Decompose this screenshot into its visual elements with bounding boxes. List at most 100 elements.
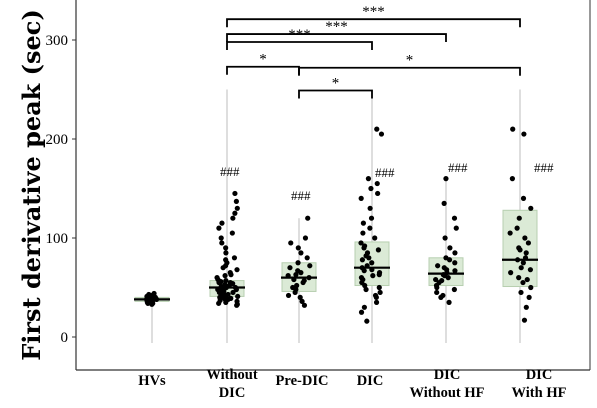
data-point xyxy=(509,176,515,182)
data-point xyxy=(227,279,233,286)
comparison-bracket xyxy=(226,18,521,28)
data-point xyxy=(305,215,311,221)
data-point xyxy=(358,309,365,315)
data-point xyxy=(299,298,305,304)
x-category-label-line: Without HF xyxy=(409,385,484,401)
data-point xyxy=(370,273,376,279)
data-point xyxy=(358,195,364,201)
x-category-label: HVs xyxy=(138,373,166,389)
significance-label: *** xyxy=(288,27,311,43)
data-point xyxy=(364,250,371,256)
data-point xyxy=(216,225,222,231)
data-point xyxy=(443,255,449,261)
data-point xyxy=(294,282,300,289)
y-tick-labels: 0 100 200 300 xyxy=(46,33,76,346)
medians xyxy=(134,258,538,301)
data-point xyxy=(377,289,383,296)
data-point xyxy=(225,291,231,298)
data-point xyxy=(228,295,234,301)
y-tick-label: 200 xyxy=(46,132,69,148)
data-point xyxy=(507,230,513,236)
data-point xyxy=(307,263,313,269)
data-point xyxy=(290,284,296,291)
significance-brackets: **** ******** xyxy=(226,4,521,99)
data-point xyxy=(528,284,534,291)
data-point xyxy=(227,270,233,276)
data-point xyxy=(233,198,239,204)
data-point xyxy=(451,215,458,221)
data-point xyxy=(222,273,228,279)
data-point xyxy=(441,200,447,206)
group-annotation: ### xyxy=(534,160,554,175)
data-point xyxy=(528,205,534,211)
group-annotation: ### xyxy=(220,164,240,179)
data-point xyxy=(521,317,528,323)
x-category-label-line: HVs xyxy=(138,373,166,389)
x-category-label: DIC With HF xyxy=(512,367,567,401)
significance-label: *** xyxy=(325,19,348,35)
data-point xyxy=(301,277,307,284)
data-point xyxy=(520,260,526,266)
comparison-bracket xyxy=(298,66,521,76)
data-point xyxy=(364,318,370,324)
data-point xyxy=(453,225,459,231)
y-tick-label: 300 xyxy=(46,33,69,49)
x-category-label: Without DIC xyxy=(206,367,257,401)
data-point xyxy=(526,294,532,300)
data-point xyxy=(516,275,522,281)
data-point xyxy=(527,267,534,273)
data-point xyxy=(360,230,366,236)
data-point xyxy=(360,220,366,226)
x-category-label-line: DIC xyxy=(526,367,553,383)
data-point xyxy=(518,265,524,271)
data-point xyxy=(231,255,238,261)
data-point xyxy=(374,180,380,187)
data-point xyxy=(365,176,372,182)
data-point xyxy=(288,240,294,246)
x-category-label-line: With HF xyxy=(512,385,567,401)
data-point xyxy=(510,126,516,132)
x-category-label-line: DIC xyxy=(434,367,461,383)
group-annotations: ### ### ### ### ### xyxy=(220,160,554,203)
data-point xyxy=(514,225,520,231)
data-point xyxy=(363,286,369,293)
data-point xyxy=(219,220,225,226)
data-point xyxy=(369,260,375,266)
data-point xyxy=(452,250,458,256)
data-point xyxy=(523,304,529,310)
data-point xyxy=(151,290,157,297)
data-point xyxy=(376,270,383,276)
data-point xyxy=(232,190,238,197)
data-point xyxy=(223,277,229,284)
data-point xyxy=(223,250,229,256)
data-point xyxy=(378,131,385,137)
data-point xyxy=(373,299,380,305)
data-point xyxy=(234,205,240,211)
data-point xyxy=(298,250,304,256)
data-point xyxy=(368,185,374,192)
data-point xyxy=(520,195,527,201)
data-point xyxy=(304,255,310,261)
data-point xyxy=(516,245,522,251)
data-point xyxy=(295,245,301,251)
data-point xyxy=(295,268,301,274)
data-point xyxy=(234,267,240,273)
data-point xyxy=(145,300,151,306)
data-point xyxy=(234,298,240,304)
data-point xyxy=(218,235,224,241)
data-point xyxy=(361,304,367,310)
data-point xyxy=(376,284,382,291)
x-category-label-line: DIC xyxy=(219,385,246,401)
data-point xyxy=(235,293,241,300)
data-point xyxy=(230,289,236,296)
data-point xyxy=(230,215,236,221)
data-point xyxy=(440,292,446,299)
x-category-label: DIC Without HF xyxy=(409,367,484,401)
comparison-bracket xyxy=(226,41,373,50)
group-annotation: ### xyxy=(375,165,395,180)
data-point xyxy=(362,243,368,249)
data-point xyxy=(297,294,303,300)
data-point xyxy=(375,190,381,197)
